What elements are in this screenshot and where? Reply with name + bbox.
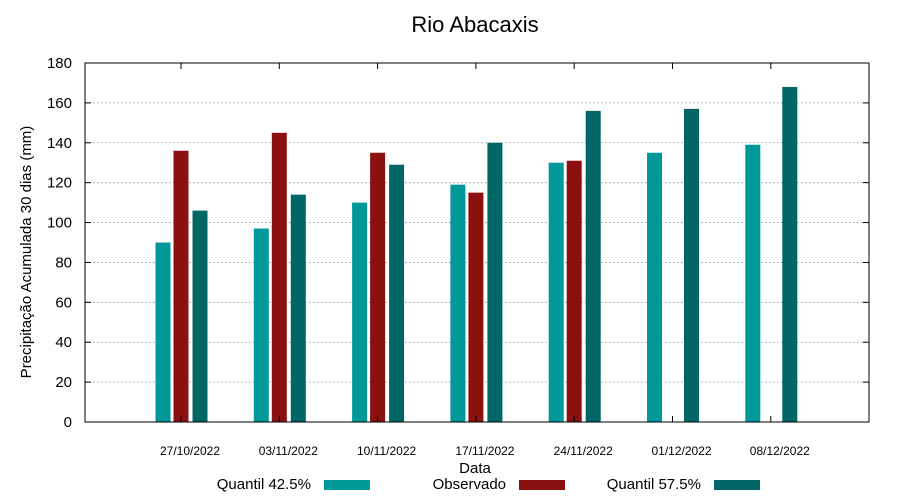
bar [468,192,484,422]
legend-swatch [714,480,760,490]
bar [155,242,171,422]
bar [585,110,601,422]
bar [450,184,466,422]
bar [684,108,699,422]
x-tick-label: 24/11/2022 [554,444,613,458]
y-tick-label: 20 [55,374,72,391]
y-tick-label: 80 [55,254,72,271]
y-tick-label: 180 [47,55,72,72]
bar [487,142,503,422]
bar [548,162,564,422]
bar [192,210,208,422]
bar [271,132,287,423]
y-tick-label: 40 [55,334,72,351]
bar [566,160,582,422]
bar [352,202,368,422]
x-tick-label: 27/10/2022 [160,444,220,458]
bar [782,86,798,422]
bar [745,144,761,422]
bar [370,152,386,422]
x-axis-label: Data [459,460,491,477]
y-tick-label: 0 [64,414,72,431]
x-tick-label: 08/12/2022 [750,444,810,458]
legend-label: Quantil 42.5% [217,476,311,493]
legend-label: Observado [433,476,506,493]
legend-swatch [324,480,370,490]
legend: Quantil 42.5% Observado Quantil 57.5% [217,476,760,493]
bar [253,228,269,422]
y-tick-label: 160 [47,95,72,112]
y-axis-label: Precipitação Acumulada 30 dias (mm) [18,126,35,379]
y-tick-label: 140 [47,135,72,152]
bar [173,150,189,422]
y-tick-label: 60 [55,294,72,311]
y-tick-label: 120 [47,175,72,192]
chart-title: Rio Abacaxis [411,12,538,37]
bar [389,164,405,422]
x-ticks: 27/10/2022 03/11/2022 10/11/2022 17/11/2022… [160,63,810,458]
legend-swatch [519,480,565,490]
bar [647,152,662,422]
x-tick-label: 17/11/2022 [455,444,514,458]
legend-label: Quantil 57.5% [607,476,701,493]
y-tick-label: 100 [47,215,72,232]
x-tick-label: 10/11/2022 [357,444,416,458]
plot-frame [84,62,870,423]
x-tick-label: 03/11/2022 [259,444,318,458]
y-ticks: 0 20 40 60 80 100 120 140 160 180 [47,55,869,431]
bar [290,194,306,422]
x-tick-label: 01/12/2022 [651,444,711,458]
bars [155,86,798,423]
